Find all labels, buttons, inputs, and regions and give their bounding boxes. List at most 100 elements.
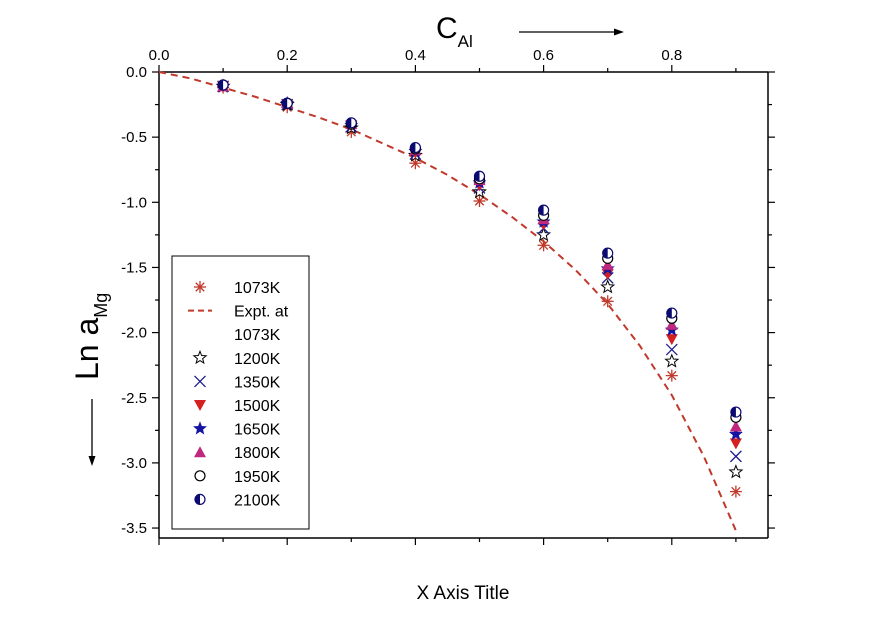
point-1200k xyxy=(664,353,680,368)
point-2100k-fill xyxy=(474,171,480,182)
y-tick-label: -1.0 xyxy=(121,194,147,211)
y-axis-arrowhead xyxy=(88,456,96,466)
x-tick-label: 0.8 xyxy=(661,47,682,64)
point-1800k xyxy=(729,420,742,432)
point-2100k xyxy=(473,170,486,182)
legend-marker-1200k xyxy=(192,349,208,365)
point-1500k-shape xyxy=(665,334,678,346)
point-1800k xyxy=(665,318,678,330)
point-1650k-shape xyxy=(728,426,743,441)
legend: 1073K Expt. at 1073K 1200K 1350K 1500K 1650K 18… xyxy=(171,255,310,530)
y-tick-label: 0.0 xyxy=(126,64,147,81)
point-1350k-stroke xyxy=(665,343,678,356)
legend-label-1800k: 1800K xyxy=(234,445,281,462)
point-2100k xyxy=(217,79,229,91)
point-1073k-stroke xyxy=(538,240,549,251)
legend-label-1650k: 1650K xyxy=(234,422,281,439)
legend-label-1500k: 1500K xyxy=(234,398,281,415)
y-tick-label: -2.5 xyxy=(121,390,147,407)
point-1200k-shape xyxy=(664,353,680,368)
x-axis-title: X Axis Title xyxy=(417,583,510,604)
point-2100k-fill xyxy=(666,308,672,319)
point-2100k xyxy=(409,141,421,154)
point-1073k xyxy=(473,194,486,207)
y-axis-title: Ln aMg xyxy=(69,293,111,380)
point-2100k xyxy=(730,406,742,418)
legend-marker-1800k-shape xyxy=(194,446,206,458)
point-1073k-stroke xyxy=(474,196,485,206)
x-tick-label: 0.6 xyxy=(533,47,554,64)
legend-label-1950k: 1950K xyxy=(234,469,281,486)
point-1073k-stroke xyxy=(731,486,741,497)
point-1650k xyxy=(728,426,743,441)
point-1073k xyxy=(665,369,678,382)
legend-box xyxy=(171,255,310,530)
point-1350k-stroke xyxy=(729,450,742,463)
legend-marker-1073k-stroke xyxy=(195,282,205,292)
legend-label-expt-at-1073k: Expt. at xyxy=(234,304,289,321)
x-tick-label: 0.4 xyxy=(405,47,426,64)
point-2100k-fill xyxy=(730,407,736,418)
point-1800k xyxy=(601,258,614,270)
legend-marker-2100k-fill xyxy=(195,494,200,505)
legend-marker-1350k-stroke xyxy=(194,375,206,388)
point-1073k-stroke xyxy=(602,296,613,307)
y-tick-label: -2.0 xyxy=(121,325,147,342)
legend-marker-1073k xyxy=(194,281,206,293)
x-tick-label: 0.0 xyxy=(149,47,170,64)
point-1073k xyxy=(601,295,614,308)
legend-marker-1500k-shape xyxy=(194,400,206,411)
point-2100k-fill xyxy=(538,205,544,216)
point-2100k-fill xyxy=(346,117,352,128)
series-line-expt-at-1073k xyxy=(158,71,737,532)
top-axis-title: CAl xyxy=(436,12,473,51)
legend-label-1073k: 1073K xyxy=(234,280,281,297)
point-2100k-fill xyxy=(218,80,224,91)
point-1200k-shape xyxy=(728,464,744,479)
legend-marker-1950k xyxy=(194,470,206,482)
legend-label-expt-at-1073k: 1073K xyxy=(234,327,281,344)
y-axis-title-sub: Mg xyxy=(91,293,111,318)
point-1200k xyxy=(600,279,616,294)
legend-label-1200k: 1200K xyxy=(234,351,281,368)
y-axis-title-main: Ln a xyxy=(69,318,105,380)
top-axis-arrowhead xyxy=(614,28,624,36)
legend-marker-1950k-shape xyxy=(194,470,206,482)
point-1200k-shape xyxy=(600,279,616,294)
top-axis-title-main: C xyxy=(436,12,458,45)
ticks-group: 0.0 0.2 0.4 0.6 0.8 0.0 -0.5 -1.0 -1.5 -2.0 -2.5 -3… xyxy=(121,47,775,545)
legend-marker-1650k-shape xyxy=(193,421,207,435)
legend-label-1350k: 1350K xyxy=(234,374,281,391)
point-1073k xyxy=(729,485,742,498)
point-1800k-shape xyxy=(665,318,678,330)
point-2100k xyxy=(537,204,550,216)
legend-marker-1500k xyxy=(194,400,206,411)
point-1200k xyxy=(728,464,744,479)
point-2100k xyxy=(345,117,357,129)
legend-marker-1200k-shape xyxy=(192,349,208,365)
point-1500k xyxy=(665,334,678,346)
point-2100k-fill xyxy=(602,248,608,259)
top-axis-title-sub: Al xyxy=(458,32,473,51)
point-2100k-fill xyxy=(282,98,288,109)
legend-marker-1350k xyxy=(194,375,206,388)
point-1073k-stroke xyxy=(667,370,677,381)
y-tick-label: -0.5 xyxy=(121,129,147,146)
point-1350k xyxy=(729,450,742,463)
point-2100k xyxy=(666,307,678,319)
x-tick-label: 0.2 xyxy=(277,47,298,64)
point-1800k-shape xyxy=(729,420,742,432)
point-2100k xyxy=(281,97,293,109)
legend-marker-1650k xyxy=(193,421,207,435)
point-1800k-shape xyxy=(601,258,614,270)
y-tick-label: -3.5 xyxy=(121,520,147,537)
legend-label-2100k: 2100K xyxy=(234,492,281,509)
y-tick-label: -3.0 xyxy=(121,455,147,472)
point-2100k xyxy=(602,247,614,259)
series-group xyxy=(158,71,744,532)
point-1500k xyxy=(729,438,742,450)
legend-marker-1800k xyxy=(194,446,206,458)
point-2100k-fill xyxy=(410,142,416,153)
y-tick-label: -1.5 xyxy=(121,259,147,276)
